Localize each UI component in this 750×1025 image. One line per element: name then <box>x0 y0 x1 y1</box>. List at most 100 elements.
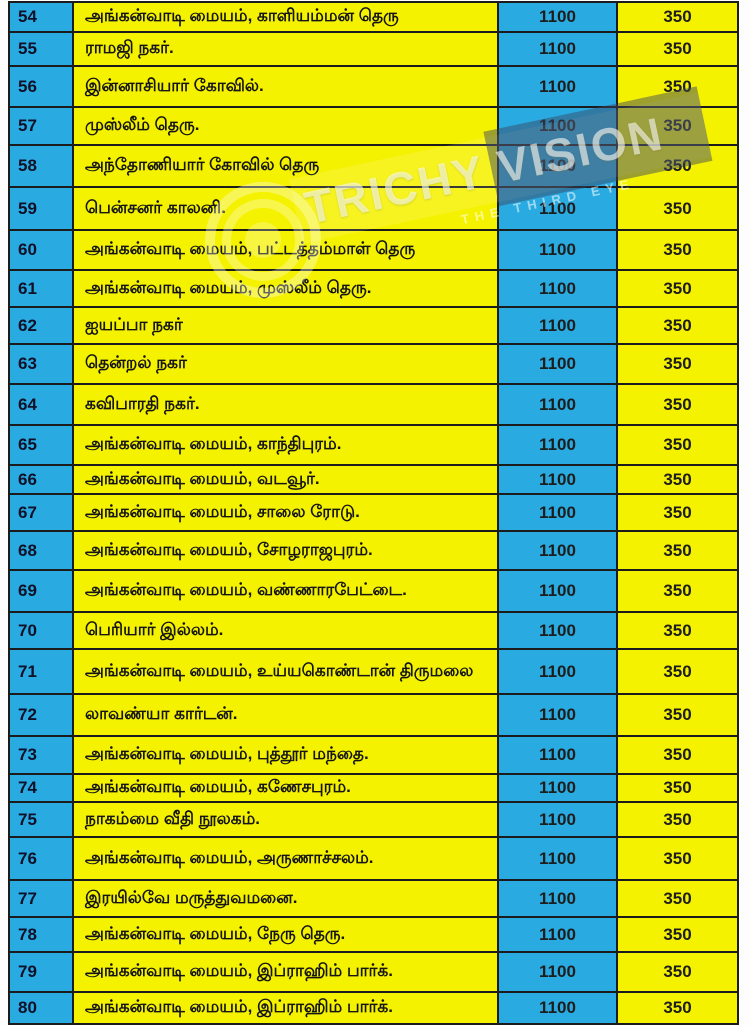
table-row: 64 கவிபாரதி நகர். 1100 350 <box>10 385 737 426</box>
table-row: 58 அந்தோணியார் கோவில் தெரு 1100 350 <box>10 146 737 188</box>
location-cell: அங்கன்வாடி மையம், இப்ராஹிம் பார்க். <box>74 993 499 1023</box>
charge-cell: 350 <box>618 532 737 569</box>
serial-cell: 63 <box>10 345 74 383</box>
fee-cell: 1100 <box>499 385 618 424</box>
location-cell: தென்றல் நகர் <box>74 345 499 383</box>
location-cell: அங்கன்வாடி மையம், சோழராஜபுரம். <box>74 532 499 569</box>
location-cell: அங்கன்வாடி மையம், காந்திபுரம். <box>74 426 499 464</box>
fee-cell: 1100 <box>499 308 618 343</box>
serial-cell: 57 <box>10 108 74 144</box>
location-cell: இன்னாசியார் கோவில். <box>74 67 499 106</box>
location-cell: அங்கன்வாடி மையம், கணேசபுரம். <box>74 775 499 801</box>
charge-cell: 350 <box>618 803 737 836</box>
serial-cell: 77 <box>10 881 74 916</box>
fee-cell: 1100 <box>499 775 618 801</box>
serial-cell: 75 <box>10 803 74 836</box>
location-cell: அங்கன்வாடி மையம், உய்யகொண்டான் திருமலை <box>74 650 499 693</box>
location-cell: அங்கன்வாடி மையம், காளியம்மன் தெரு <box>74 3 499 31</box>
serial-cell: 59 <box>10 188 74 229</box>
table-row: 70 பெரியார் இல்லம். 1100 350 <box>10 613 737 650</box>
fee-cell: 1100 <box>499 613 618 648</box>
serial-cell: 73 <box>10 737 74 773</box>
table-row: 56 இன்னாசியார் கோவில். 1100 350 <box>10 67 737 108</box>
table-row: 79 அங்கன்வாடி மையம், இப்ராஹிம் பார்க். 110… <box>10 953 737 993</box>
table-row: 67 அங்கன்வாடி மையம், சாலை ரோடு. 1100 350 <box>10 495 737 532</box>
charge-cell: 350 <box>618 3 737 31</box>
location-cell: அங்கன்வாடி மையம், முஸ்லீம் தெரு. <box>74 271 499 306</box>
table-row: 66 அங்கன்வாடி மையம், வடவூர். 1100 350 <box>10 466 737 495</box>
serial-cell: 70 <box>10 613 74 648</box>
charge-cell: 350 <box>618 775 737 801</box>
table-row: 57 முஸ்லீம் தெரு. 1100 350 <box>10 108 737 146</box>
location-cell: முஸ்லீம் தெரு. <box>74 108 499 144</box>
location-cell: அங்கன்வாடி மையம், அருணாச்சலம். <box>74 838 499 879</box>
fee-cell: 1100 <box>499 271 618 306</box>
charge-cell: 350 <box>618 613 737 648</box>
table-row: 62 ஐயப்பா நகர் 1100 350 <box>10 308 737 345</box>
charge-cell: 350 <box>618 67 737 106</box>
table-row: 65 அங்கன்வாடி மையம், காந்திபுரம். 1100 350 <box>10 426 737 466</box>
fee-cell: 1100 <box>499 426 618 464</box>
fee-table: 54 அங்கன்வாடி மையம், காளியம்மன் தெரு 1100 3… <box>8 1 739 1025</box>
location-cell: அங்கன்வாடி மையம், சாலை ரோடு. <box>74 495 499 530</box>
fee-cell: 1100 <box>499 67 618 106</box>
table-row: 73 அங்கன்வாடி மையம், புத்தூர் மந்தை. 1100 3… <box>10 737 737 775</box>
charge-cell: 350 <box>618 308 737 343</box>
table-row: 77 இரயில்வே மருத்துவமனை. 1100 350 <box>10 881 737 918</box>
charge-cell: 350 <box>618 108 737 144</box>
location-cell: லாவண்யா கார்டன். <box>74 695 499 735</box>
fee-cell: 1100 <box>499 108 618 144</box>
location-cell: அங்கன்வாடி மையம், புத்தூர் மந்தை. <box>74 737 499 773</box>
location-cell: கவிபாரதி நகர். <box>74 385 499 424</box>
location-cell: நாகம்மை வீதி நூலகம். <box>74 803 499 836</box>
charge-cell: 350 <box>618 881 737 916</box>
charge-cell: 350 <box>618 993 737 1023</box>
table-row: 69 அங்கன்வாடி மையம், வண்ணாரபேட்டை. 1100 350 <box>10 571 737 613</box>
serial-cell: 68 <box>10 532 74 569</box>
fee-cell: 1100 <box>499 571 618 611</box>
fee-cell: 1100 <box>499 231 618 269</box>
charge-cell: 350 <box>618 737 737 773</box>
table-row: 80 அங்கன்வாடி மையம், இப்ராஹிம் பார்க். 110… <box>10 993 737 1023</box>
charge-cell: 350 <box>618 466 737 493</box>
fee-cell: 1100 <box>499 146 618 186</box>
table-row: 60 அங்கன்வாடி மையம், பட்டத்தம்மாள் தெரு 11… <box>10 231 737 271</box>
serial-cell: 66 <box>10 466 74 493</box>
location-cell: அங்கன்வாடி மையம், வண்ணாரபேட்டை. <box>74 571 499 611</box>
serial-cell: 54 <box>10 3 74 31</box>
charge-cell: 350 <box>618 571 737 611</box>
fee-cell: 1100 <box>499 881 618 916</box>
table-row: 76 அங்கன்வாடி மையம், அருணாச்சலம். 1100 350 <box>10 838 737 881</box>
serial-cell: 74 <box>10 775 74 801</box>
serial-cell: 78 <box>10 918 74 951</box>
serial-cell: 80 <box>10 993 74 1023</box>
table-row: 74 அங்கன்வாடி மையம், கணேசபுரம். 1100 350 <box>10 775 737 803</box>
charge-cell: 350 <box>618 345 737 383</box>
location-cell: அங்கன்வாடி மையம், நேரு தெரு. <box>74 918 499 951</box>
charge-cell: 350 <box>618 918 737 951</box>
table-row: 54 அங்கன்வாடி மையம், காளியம்மன் தெரு 1100 3… <box>10 3 737 33</box>
table-row: 75 நாகம்மை வீதி நூலகம். 1100 350 <box>10 803 737 838</box>
fee-cell: 1100 <box>499 918 618 951</box>
table-row: 59 பென்சனர் காலனி. 1100 350 <box>10 188 737 231</box>
fee-cell: 1100 <box>499 737 618 773</box>
serial-cell: 65 <box>10 426 74 464</box>
serial-cell: 64 <box>10 385 74 424</box>
charge-cell: 350 <box>618 695 737 735</box>
charge-cell: 350 <box>618 838 737 879</box>
fee-cell: 1100 <box>499 993 618 1023</box>
fee-cell: 1100 <box>499 3 618 31</box>
serial-cell: 71 <box>10 650 74 693</box>
table-row: 68 அங்கன்வாடி மையம், சோழராஜபுரம். 1100 350 <box>10 532 737 571</box>
location-cell: அங்கன்வாடி மையம், வடவூர். <box>74 466 499 493</box>
fee-cell: 1100 <box>499 695 618 735</box>
fee-cell: 1100 <box>499 33 618 65</box>
serial-cell: 79 <box>10 953 74 991</box>
location-cell: இரயில்வே மருத்துவமனை. <box>74 881 499 916</box>
location-cell: அங்கன்வாடி மையம், இப்ராஹிம் பார்க். <box>74 953 499 991</box>
serial-cell: 69 <box>10 571 74 611</box>
serial-cell: 62 <box>10 308 74 343</box>
fee-cell: 1100 <box>499 532 618 569</box>
charge-cell: 350 <box>618 650 737 693</box>
